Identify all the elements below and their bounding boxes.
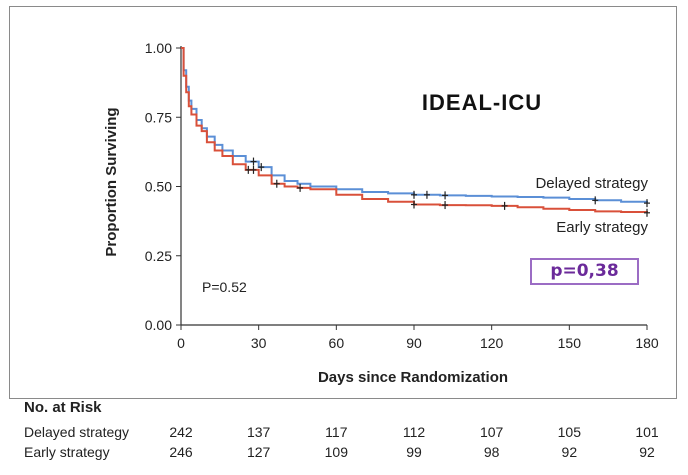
series-label-early: Early strategy xyxy=(556,219,648,236)
x-tick-label: 180 xyxy=(635,335,659,351)
x-tick-label: 0 xyxy=(177,335,185,351)
x-tick-label: 150 xyxy=(558,335,582,351)
risk-value: 117 xyxy=(325,424,348,440)
risk-value: 112 xyxy=(402,424,426,440)
p-value-box: p=0,38 xyxy=(530,258,639,285)
km-chart: IDEAL-ICU Proportion Surviving Days sinc… xyxy=(103,40,659,386)
x-tick-label: 30 xyxy=(251,335,267,351)
risk-table-heading: No. at Risk xyxy=(24,399,102,416)
risk-value: 107 xyxy=(479,424,504,440)
y-tick-label: 0.75 xyxy=(145,109,172,125)
risk-value: 92 xyxy=(561,444,578,460)
series-layer xyxy=(181,47,650,217)
y-tick-label: 0.50 xyxy=(145,179,172,195)
series-label-delayed: Delayed strategy xyxy=(535,175,648,192)
risk-value: 109 xyxy=(324,444,348,460)
chart-frame xyxy=(9,6,677,399)
risk-value: 246 xyxy=(169,444,193,460)
risk-value: 101 xyxy=(635,424,659,440)
y-axis-title: Proportion Surviving xyxy=(103,107,120,256)
chart-title: IDEAL-ICU xyxy=(422,90,542,115)
y-tick-label: 0.25 xyxy=(145,248,172,264)
y-tick-label: 0.00 xyxy=(145,317,172,333)
axes: 0.00 0.25 0.50 0.75 1.00 0 30 60 90 120 150 180 xyxy=(145,40,659,351)
series-line-1 xyxy=(181,47,648,213)
risk-value: 242 xyxy=(169,424,193,440)
x-tick-label: 90 xyxy=(406,335,422,351)
x-axis-title: Days since Randomization xyxy=(318,369,508,386)
risk-row-label-early: Early strategy xyxy=(24,444,110,460)
risk-row-label-delayed: Delayed strategy xyxy=(24,424,130,440)
risk-value: 92 xyxy=(639,444,655,460)
risk-table: No. at Risk Delayed strategy Early strat… xyxy=(24,398,684,473)
risk-value: 105 xyxy=(557,424,581,440)
x-tick-label: 60 xyxy=(329,335,345,351)
risk-value: 127 xyxy=(246,444,271,460)
y-tick-label: 1.00 xyxy=(145,40,172,56)
risk-value: 98 xyxy=(483,444,500,460)
x-tick-label: 120 xyxy=(480,335,504,351)
risk-value: 99 xyxy=(406,444,422,460)
risk-value: 137 xyxy=(246,424,271,440)
p-value-label: P=0.52 xyxy=(202,279,247,295)
